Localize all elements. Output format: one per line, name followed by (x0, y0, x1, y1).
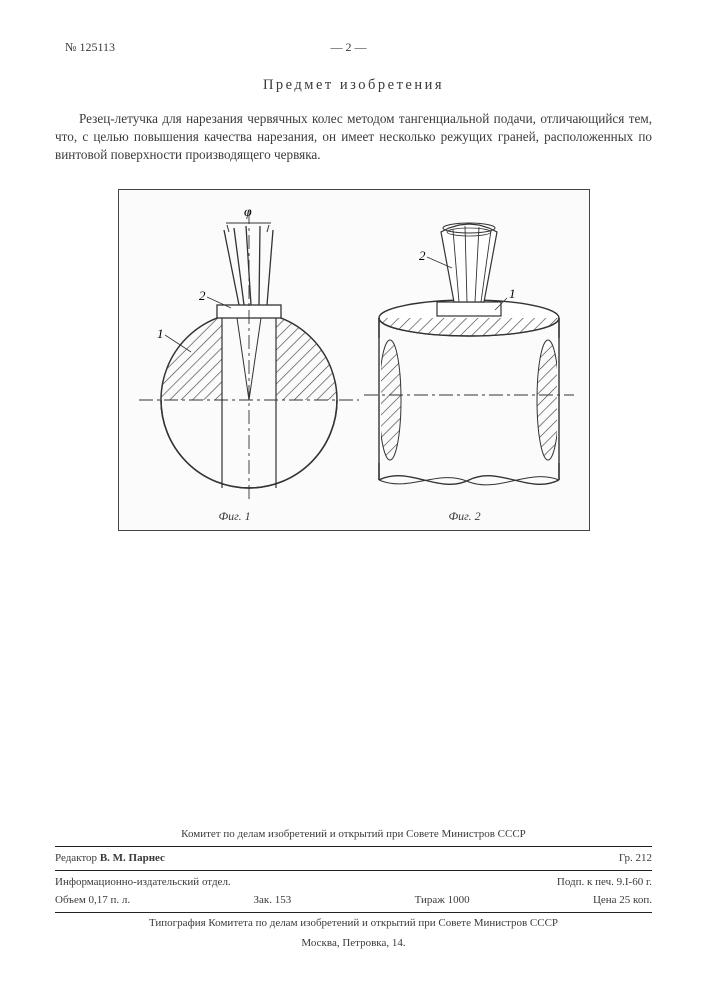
figures-svg: φ 2 1 (119, 190, 589, 530)
section-title: Предмет изобретения (55, 77, 652, 94)
figure-panel: φ 2 1 (118, 189, 590, 531)
editor: Редактор В. М. Парнес (55, 851, 165, 866)
fig2-caption: Фиг. 2 (449, 509, 481, 524)
page-marker: — 2 — (331, 40, 367, 55)
fig2-group: 2 1 (364, 223, 574, 485)
tirage: Тираж 1000 (415, 893, 470, 908)
page-header: № 125113 — 2 — (55, 40, 652, 55)
order: Зак. 153 (254, 893, 292, 908)
doc-number: № 125113 (65, 40, 115, 55)
claim-text: Резец-летучка для нарезания червячных ко… (55, 110, 652, 163)
fig1-label-1: 1 (157, 326, 164, 341)
volume: Объем 0,17 п. л. (55, 893, 130, 908)
committee-line: Комитет по делам изобретений и открытий … (55, 827, 652, 842)
fig1-label-2: 2 (199, 288, 206, 303)
imprint-footer: Комитет по делам изобретений и открытий … (55, 827, 652, 955)
signed-date: Подп. к печ. 9.I-60 г. (557, 875, 652, 890)
typography: Типография Комитета по делам изобретений… (55, 916, 652, 931)
fig1-group: φ 2 1 (139, 205, 359, 500)
address: Москва, Петровка, 14. (55, 936, 652, 951)
fig1-caption: Фиг. 1 (219, 509, 251, 524)
fig2-label-1: 1 (509, 286, 516, 301)
fig2-label-2: 2 (419, 248, 426, 263)
price: Цена 25 коп. (593, 893, 652, 908)
phi-symbol: φ (244, 205, 252, 220)
group-number: Гр. 212 (619, 851, 652, 866)
dept: Информационно-издательский отдел. (55, 875, 231, 890)
